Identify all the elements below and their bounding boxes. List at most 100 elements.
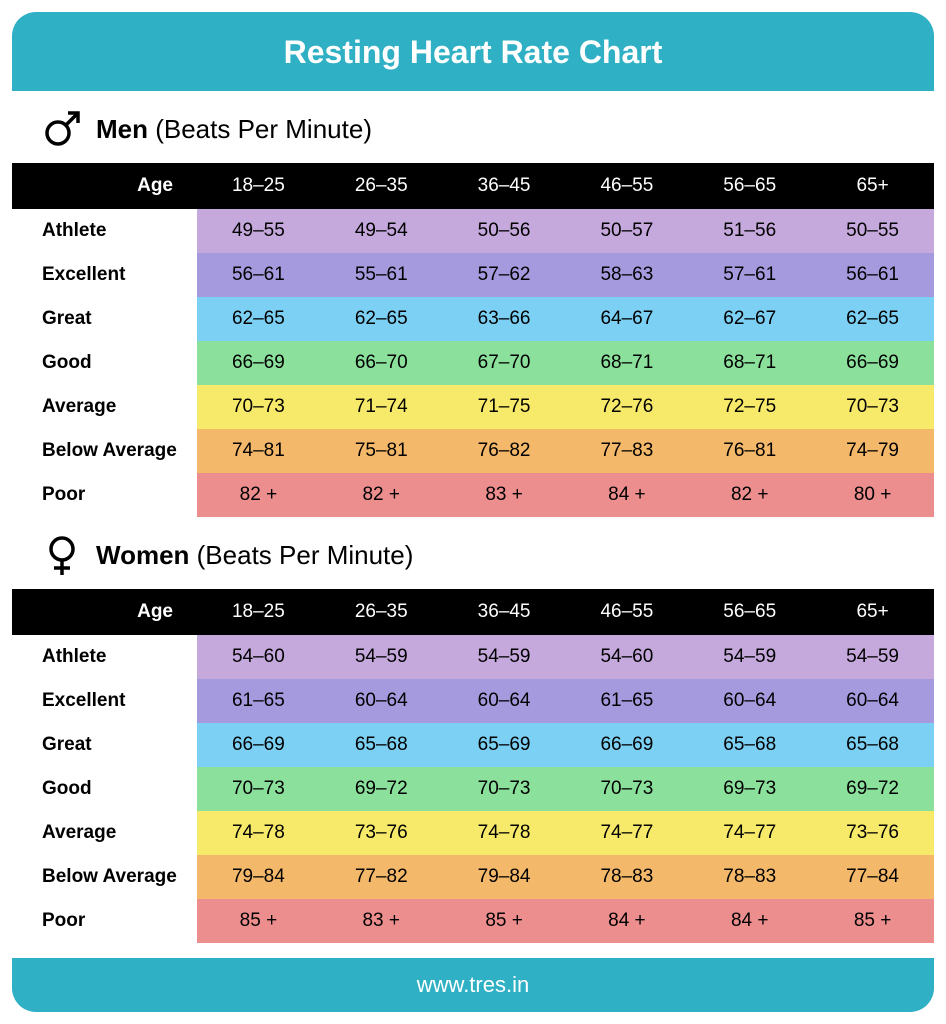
row-label: Below Average: [12, 855, 197, 899]
table-row: Athlete49–5549–5450–5650–5751–5650–55: [12, 209, 934, 253]
row-label: Excellent: [12, 679, 197, 723]
table-cell: 60–64: [688, 679, 811, 723]
table-cell: 70–73: [197, 385, 320, 429]
table-cell: 76–81: [688, 429, 811, 473]
table-cell: 71–75: [443, 385, 566, 429]
section-label: Men (Beats Per Minute): [96, 114, 372, 145]
table-cell: 66–69: [811, 341, 934, 385]
table-cell: 54–59: [811, 635, 934, 679]
table-cell: 83 +: [320, 899, 443, 943]
section-header: Men (Beats Per Minute): [12, 91, 934, 163]
chart-content: Men (Beats Per Minute)Age18–2526–3536–45…: [12, 91, 934, 958]
table-cell: 50–55: [811, 209, 934, 253]
chart-card: Resting Heart Rate Chart Men (Beats Per …: [12, 12, 934, 1012]
age-column: 65+: [811, 163, 934, 209]
table-cell: 82 +: [197, 473, 320, 517]
table-cell: 77–83: [565, 429, 688, 473]
age-column: 56–65: [688, 589, 811, 635]
table-cell: 72–76: [565, 385, 688, 429]
table-cell: 60–64: [443, 679, 566, 723]
age-column: 18–25: [197, 163, 320, 209]
chart-title: Resting Heart Rate Chart: [12, 12, 934, 91]
table-cell: 62–67: [688, 297, 811, 341]
female-icon: [42, 535, 82, 575]
gender-icon: [42, 535, 82, 575]
table-cell: 62–65: [320, 297, 443, 341]
table-row: Good70–7369–7270–7370–7369–7369–72: [12, 767, 934, 811]
gender-icon: [42, 109, 82, 149]
table-row: Below Average74–8175–8176–8277–8376–8174…: [12, 429, 934, 473]
table-cell: 74–81: [197, 429, 320, 473]
row-label: Poor: [12, 473, 197, 517]
table-cell: 65–69: [443, 723, 566, 767]
row-label: Great: [12, 723, 197, 767]
row-label: Poor: [12, 899, 197, 943]
table-cell: 54–60: [197, 635, 320, 679]
table-cell: 79–84: [197, 855, 320, 899]
table-cell: 78–83: [688, 855, 811, 899]
table-header-row: Age18–2526–3536–4546–5556–6565+: [12, 163, 934, 209]
table-cell: 67–70: [443, 341, 566, 385]
table-cell: 61–65: [565, 679, 688, 723]
age-label: Age: [12, 163, 197, 209]
age-column: 36–45: [443, 589, 566, 635]
table-cell: 66–69: [197, 341, 320, 385]
table-cell: 49–54: [320, 209, 443, 253]
table-cell: 65–68: [688, 723, 811, 767]
age-column: 26–35: [320, 163, 443, 209]
table-cell: 60–64: [811, 679, 934, 723]
table-cell: 78–83: [565, 855, 688, 899]
age-column: 65+: [811, 589, 934, 635]
table-cell: 64–67: [565, 297, 688, 341]
table-row: Excellent61–6560–6460–6461–6560–6460–64: [12, 679, 934, 723]
table-cell: 70–73: [197, 767, 320, 811]
section-label: Women (Beats Per Minute): [96, 540, 413, 571]
table-cell: 50–57: [565, 209, 688, 253]
table-cell: 77–84: [811, 855, 934, 899]
row-label: Athlete: [12, 635, 197, 679]
table-cell: 58–63: [565, 253, 688, 297]
age-column: 18–25: [197, 589, 320, 635]
table-row: Athlete54–6054–5954–5954–6054–5954–59: [12, 635, 934, 679]
table-cell: 63–66: [443, 297, 566, 341]
table-row: Good66–6966–7067–7068–7168–7166–69: [12, 341, 934, 385]
table-cell: 54–60: [565, 635, 688, 679]
table-row: Poor85 +83 +85 +84 +84 +85 +: [12, 899, 934, 943]
row-label: Below Average: [12, 429, 197, 473]
table-cell: 82 +: [320, 473, 443, 517]
table-cell: 66–69: [565, 723, 688, 767]
table-cell: 70–73: [565, 767, 688, 811]
section-header: Women (Beats Per Minute): [12, 517, 934, 589]
table-cell: 65–68: [320, 723, 443, 767]
table-cell: 60–64: [320, 679, 443, 723]
table-cell: 85 +: [443, 899, 566, 943]
table-cell: 69–72: [320, 767, 443, 811]
table-cell: 80 +: [811, 473, 934, 517]
table-cell: 62–65: [811, 297, 934, 341]
table-cell: 84 +: [565, 473, 688, 517]
row-label: Average: [12, 385, 197, 429]
table-cell: 73–76: [811, 811, 934, 855]
table-cell: 70–73: [811, 385, 934, 429]
table-row: Great62–6562–6563–6664–6762–6762–65: [12, 297, 934, 341]
table-cell: 74–78: [197, 811, 320, 855]
table-cell: 82 +: [688, 473, 811, 517]
male-icon: [42, 109, 82, 149]
table-cell: 84 +: [688, 899, 811, 943]
table-cell: 55–61: [320, 253, 443, 297]
table-cell: 66–70: [320, 341, 443, 385]
table-cell: 68–71: [688, 341, 811, 385]
table-cell: 85 +: [197, 899, 320, 943]
age-column: 56–65: [688, 163, 811, 209]
table-cell: 50–56: [443, 209, 566, 253]
table-row: Poor82 +82 +83 +84 +82 +80 +: [12, 473, 934, 517]
page: Resting Heart Rate Chart Men (Beats Per …: [0, 0, 946, 1024]
table-cell: 62–65: [197, 297, 320, 341]
table-cell: 69–72: [811, 767, 934, 811]
table-cell: 54–59: [688, 635, 811, 679]
table-cell: 56–61: [811, 253, 934, 297]
table-cell: 75–81: [320, 429, 443, 473]
table-cell: 74–77: [565, 811, 688, 855]
table-cell: 85 +: [811, 899, 934, 943]
age-column: 46–55: [565, 163, 688, 209]
